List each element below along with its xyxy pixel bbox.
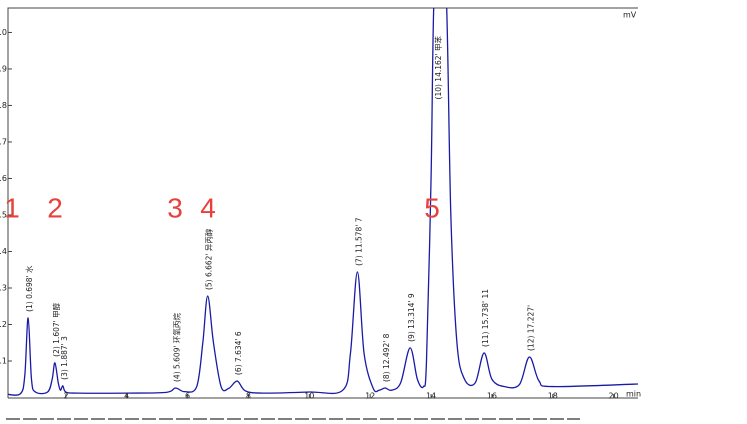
y-tick-label: .4: [0, 247, 7, 256]
y-tick-label: .7: [0, 137, 7, 146]
section-marker: 3: [167, 192, 183, 223]
peak-label: (6) 7.634' 6: [234, 331, 243, 375]
peak-label: (5) 6.662' 异丙醇: [204, 228, 214, 290]
peak-label: (1) 0.698' 水: [24, 265, 34, 312]
x-tick-label: 4: [124, 392, 129, 401]
peak-label: (7) 11.578' 7: [354, 217, 363, 266]
x-tick-label: 8: [246, 392, 251, 401]
y-tick-label: .2: [0, 320, 7, 329]
peak-label: (9) 13.314' 9: [407, 293, 416, 342]
x-tick-label: 18: [548, 392, 558, 401]
peak-label: (4) 5.609' 环氧丙烷: [171, 313, 181, 382]
peak-label: (3) 1.887' 3: [60, 336, 69, 380]
plot-area: [8, 8, 638, 396]
peak-label: (12) 17.227': [526, 305, 535, 351]
x-unit: min: [626, 390, 641, 399]
section-marker: 1: [4, 192, 20, 223]
x-tick-label: 14: [426, 392, 436, 401]
x-tick-label: 20: [609, 392, 619, 401]
y-tick-label: .6: [0, 174, 7, 183]
y-tick-label: .3: [0, 283, 7, 292]
plot-frame: [7, 7, 638, 398]
trace: [8, 8, 638, 396]
y-tick-label: .5: [0, 210, 7, 219]
peak-label: (11) 15.738' 11: [481, 289, 490, 347]
peak-label: (2) 1.607' 甲醇: [51, 302, 61, 356]
y-tick-label: .1: [0, 356, 7, 365]
section-marker: 5: [424, 192, 440, 223]
x-tick-label: 2: [63, 392, 68, 401]
y-tick-label: 1.0: [0, 28, 7, 37]
y-tick-label: .8: [0, 101, 7, 110]
y-tick-label: .9: [0, 64, 7, 73]
x-tick-label: 10: [304, 392, 314, 401]
x-tick-label: 12: [365, 392, 375, 401]
y-unit: mV: [623, 11, 637, 20]
x-tick-label: 16: [487, 392, 497, 401]
section-marker: 2: [47, 192, 63, 223]
section-marker: 4: [200, 192, 216, 223]
peak-label: (8) 12.492' 8: [382, 333, 391, 382]
peak-label: (10) 14.162' 甲苯: [433, 35, 443, 99]
x-tick-label: 6: [185, 392, 190, 401]
